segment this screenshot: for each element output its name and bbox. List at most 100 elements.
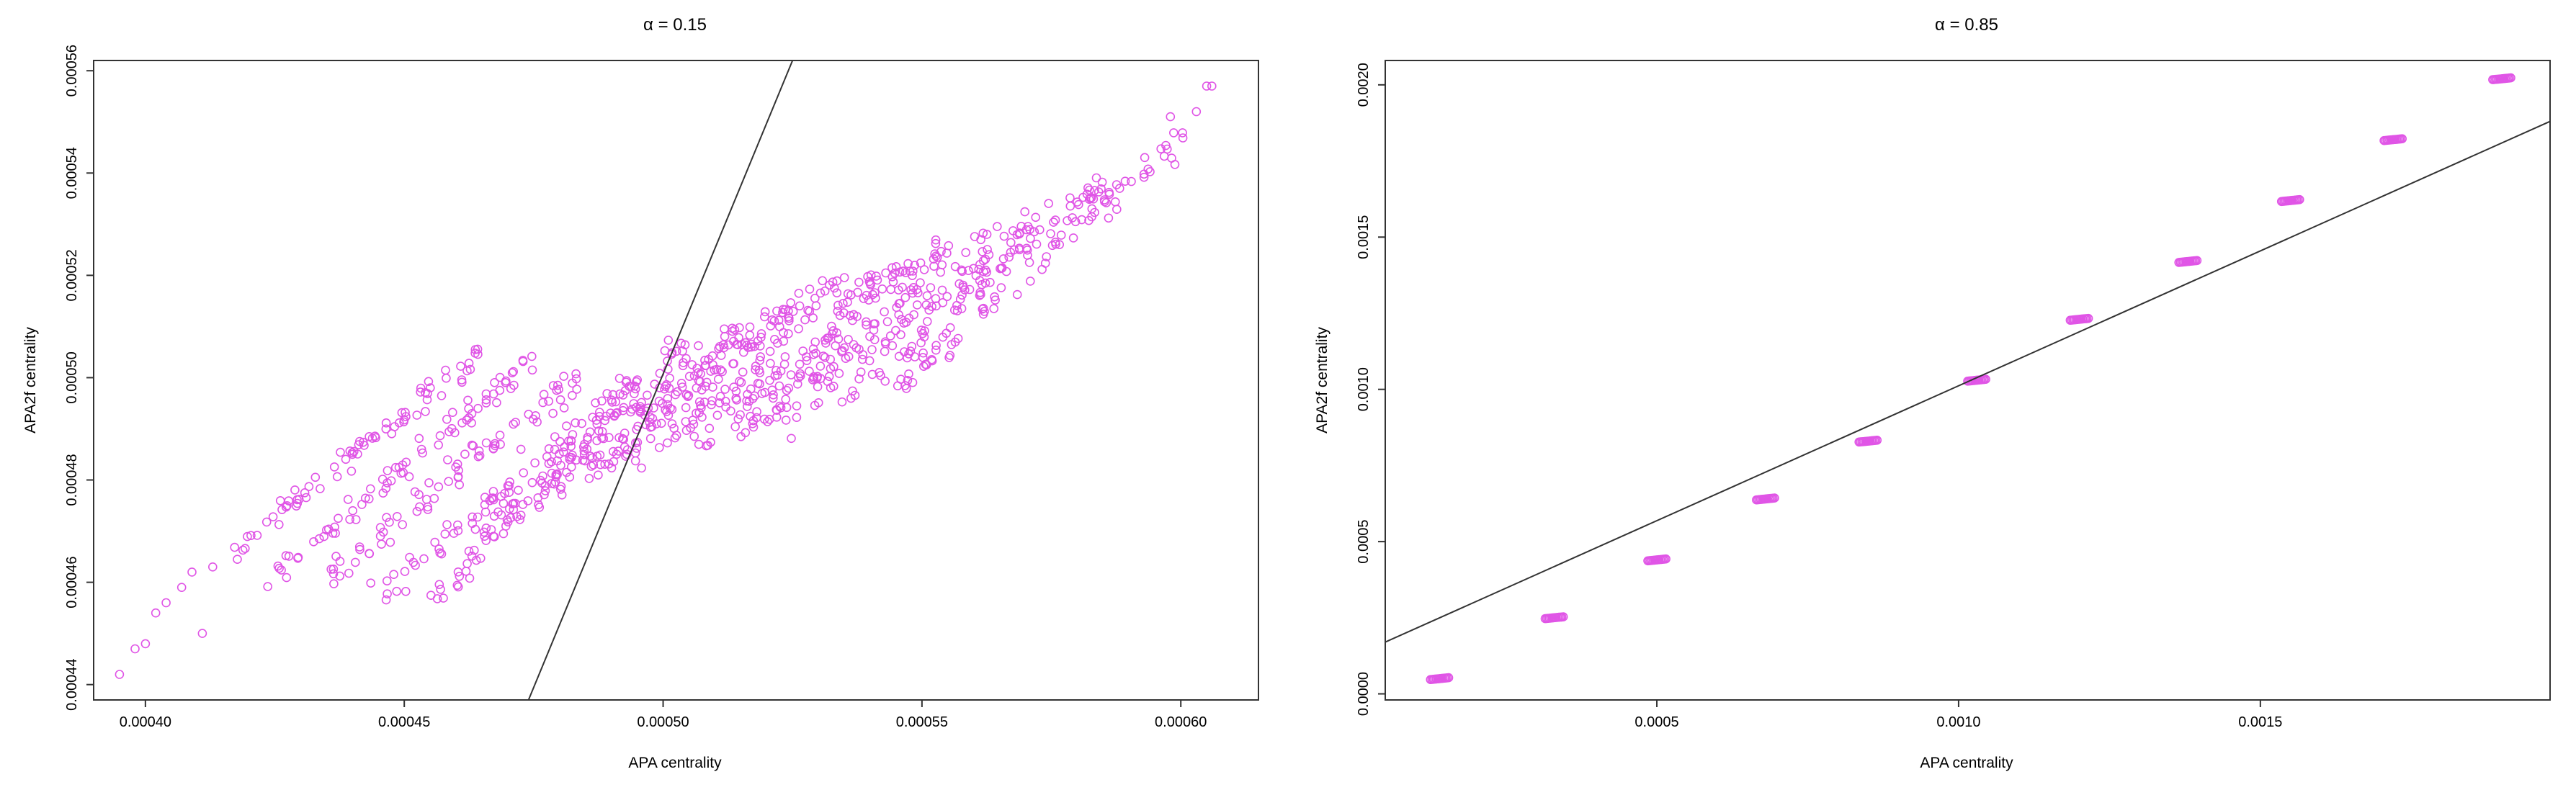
x-tick-label: 0.00040 <box>120 714 171 730</box>
data-point <box>503 517 513 527</box>
data-point <box>663 394 673 403</box>
data-point <box>506 384 516 393</box>
y-tick-label: 0.00050 <box>64 351 80 403</box>
data-point <box>803 305 813 315</box>
data-point <box>757 389 767 398</box>
data-point <box>896 374 905 385</box>
data-point <box>794 288 804 298</box>
data-point <box>151 608 161 618</box>
data-point <box>705 423 715 434</box>
data-point <box>755 356 765 365</box>
x-tick-label: 0.00045 <box>378 714 430 730</box>
data-point <box>720 324 729 334</box>
data-point <box>467 418 476 428</box>
data-point <box>689 431 699 441</box>
data-point <box>837 397 847 407</box>
data-point <box>473 349 483 359</box>
data-point <box>187 567 197 577</box>
data-point <box>908 288 918 298</box>
data-point <box>560 441 570 452</box>
data-point <box>614 374 625 383</box>
data-point <box>993 222 1002 231</box>
data-point <box>887 341 898 351</box>
data-point <box>275 495 285 506</box>
data-point <box>490 377 499 387</box>
reference-line <box>1385 120 2551 643</box>
data-point <box>354 542 365 552</box>
data-point <box>594 470 603 480</box>
data-point <box>1169 128 1179 138</box>
data-point <box>1770 493 1779 503</box>
data-point <box>618 390 628 400</box>
data-point <box>612 408 622 418</box>
data-point <box>292 495 302 505</box>
data-point <box>496 510 506 520</box>
data-point <box>509 498 519 508</box>
data-point <box>810 293 820 303</box>
data-point <box>832 276 842 286</box>
data-point <box>401 586 411 596</box>
data-point <box>550 444 560 454</box>
data-point <box>772 306 782 316</box>
data-point <box>900 292 911 302</box>
data-point <box>480 507 491 517</box>
data-point <box>1087 212 1096 222</box>
data-point <box>488 444 498 454</box>
data-point <box>869 325 879 335</box>
data-point <box>300 488 310 498</box>
data-point <box>1094 187 1104 197</box>
data-point <box>919 361 929 372</box>
data-point <box>418 448 427 458</box>
data-point <box>983 245 992 254</box>
data-point <box>2083 313 2093 323</box>
data-point <box>862 290 872 300</box>
data-point <box>1104 213 1114 223</box>
data-point <box>434 544 444 554</box>
data-point <box>565 472 575 482</box>
data-point <box>115 670 125 679</box>
data-point <box>990 295 1000 305</box>
data-point <box>820 286 830 296</box>
data-point <box>2397 134 2407 143</box>
data-point <box>978 304 988 314</box>
data-point <box>647 422 657 431</box>
data-point <box>443 455 452 464</box>
data-point <box>950 305 960 315</box>
data-point <box>798 346 808 356</box>
data-point <box>600 459 610 470</box>
data-point <box>566 462 576 472</box>
data-point <box>894 351 904 361</box>
x-tick-label: 0.0015 <box>2238 714 2282 730</box>
data-point <box>544 396 554 406</box>
data-point <box>527 477 537 488</box>
data-point <box>542 452 552 462</box>
data-point <box>918 348 928 358</box>
data-point <box>568 430 578 439</box>
data-point <box>632 377 641 387</box>
data-point <box>238 545 248 555</box>
data-point <box>597 426 607 436</box>
data-point <box>1065 201 1075 211</box>
data-point <box>794 373 803 382</box>
data-point <box>896 330 905 340</box>
data-point <box>1166 112 1176 122</box>
data-point <box>1035 225 1045 235</box>
data-point <box>457 377 467 387</box>
data-point <box>547 457 556 467</box>
data-point <box>474 446 484 456</box>
data-point <box>290 485 300 495</box>
data-point <box>268 512 278 522</box>
data-point <box>630 448 640 458</box>
data-point <box>922 291 932 301</box>
data-point <box>421 407 430 416</box>
data-point <box>447 408 457 418</box>
data-point <box>381 418 391 428</box>
data-point <box>571 455 581 465</box>
data-point <box>849 340 859 349</box>
data-point <box>773 370 782 380</box>
data-point <box>579 446 589 456</box>
data-point <box>923 317 932 326</box>
data-point <box>857 354 867 364</box>
data-point <box>927 354 936 364</box>
data-point <box>730 422 741 431</box>
